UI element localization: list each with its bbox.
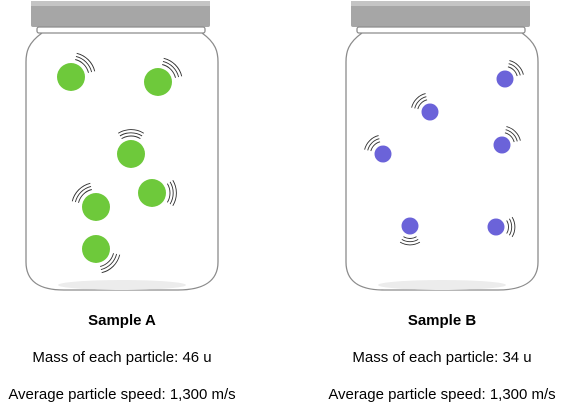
- motion-arc: [506, 220, 509, 234]
- sample-a-title: Sample A: [88, 312, 156, 329]
- mass-label: Mass of each particle:: [32, 349, 179, 366]
- motion-arc: [403, 236, 417, 239]
- jar-lid-highlight: [31, 1, 210, 6]
- motion-arc: [508, 218, 513, 236]
- sample-b-panel: Sample B Mass of each particle: 34 u Ave…: [322, 0, 562, 405]
- motion-arc: [367, 138, 380, 151]
- particle-circle: [401, 217, 419, 235]
- motion-arc: [162, 64, 176, 78]
- jar-rim: [356, 26, 526, 34]
- particle-circle: [82, 193, 110, 221]
- mass-value: 46 u: [182, 349, 212, 366]
- particle-circle: [421, 103, 439, 121]
- particle: [117, 129, 145, 168]
- particle: [411, 93, 439, 121]
- particle-circle: [82, 235, 110, 263]
- sample-a-panel: Sample A Mass of each particle: 46 u Ave…: [2, 0, 242, 405]
- mass-label: Mass of each particle:: [352, 349, 499, 366]
- motion-arc: [75, 55, 93, 73]
- motion-arc: [163, 57, 183, 77]
- particle-circle: [117, 140, 145, 168]
- particle-circle: [487, 218, 505, 236]
- motion-arc: [76, 52, 96, 72]
- motion-arc: [166, 183, 171, 203]
- jar-lid: [31, 1, 210, 27]
- motion-arc: [399, 241, 421, 246]
- motion-arc: [507, 66, 518, 77]
- particle-circle: [374, 145, 392, 163]
- sample-b-jar: [345, 1, 539, 291]
- particle: [493, 126, 521, 154]
- speed-label: Average particle speed:: [328, 386, 486, 403]
- particle-circle: [57, 63, 85, 91]
- jar-body: [345, 32, 539, 291]
- jar-bottom-shadow: [378, 280, 506, 290]
- motion-arc: [100, 253, 118, 271]
- particle: [399, 217, 421, 246]
- sample-b-mass: Mass of each particle: 34 u: [322, 349, 562, 366]
- motion-arc: [411, 93, 426, 108]
- motion-arc: [121, 135, 141, 140]
- sample-a-mass: Mass of each particle: 46 u: [2, 349, 242, 366]
- motion-arc: [118, 129, 144, 134]
- motion-arc: [364, 135, 379, 150]
- particle: [487, 216, 516, 238]
- motion-arc: [414, 96, 427, 109]
- jar-lid-highlight: [351, 1, 530, 6]
- particle: [57, 52, 96, 91]
- sample-a-particles: [57, 52, 183, 274]
- motion-arc: [100, 253, 114, 267]
- motion-arc: [75, 59, 89, 73]
- motion-arc: [505, 129, 518, 142]
- particle-circle: [493, 136, 511, 154]
- motion-arc: [509, 60, 524, 75]
- jar-bottom-shadow: [58, 280, 186, 290]
- motion-arc: [401, 238, 419, 243]
- speed-value: 1,300 m/s: [169, 386, 236, 403]
- particle: [144, 57, 183, 96]
- motion-arc: [101, 254, 121, 274]
- speed-value: 1,300 m/s: [489, 386, 556, 403]
- motion-arc: [511, 216, 516, 238]
- particle-circle: [138, 179, 166, 207]
- motion-arc: [508, 63, 521, 76]
- speed-label: Average particle speed:: [8, 386, 166, 403]
- sample-b-particles: [364, 60, 524, 246]
- sample-a-jar: [25, 1, 219, 291]
- sample-b-title: Sample B: [407, 312, 477, 329]
- motion-arc: [417, 99, 428, 110]
- jar-body: [25, 32, 219, 291]
- motion-arc: [78, 189, 92, 203]
- motion-arc: [370, 141, 381, 152]
- particle: [364, 135, 392, 163]
- particle: [71, 182, 110, 221]
- particle-circle: [496, 70, 514, 88]
- jar-lid: [351, 1, 530, 27]
- sample-b-speed: Average particle speed: 1,300 m/s: [318, 386, 563, 403]
- motion-arc: [74, 185, 92, 203]
- motion-arc: [169, 181, 174, 205]
- particle: [82, 235, 121, 274]
- motion-arc: [119, 132, 143, 137]
- motion-arc: [504, 132, 515, 143]
- jar-rim: [36, 26, 206, 34]
- motion-arc: [71, 182, 91, 202]
- sample-a-speed: Average particle speed: 1,300 m/s: [0, 386, 246, 403]
- motion-arc: [506, 126, 521, 141]
- motion-arc: [172, 180, 177, 206]
- particle-circle: [144, 68, 172, 96]
- particle: [496, 60, 524, 88]
- motion-arc: [162, 60, 180, 78]
- mass-value: 34 u: [502, 349, 532, 366]
- particle: [138, 179, 177, 207]
